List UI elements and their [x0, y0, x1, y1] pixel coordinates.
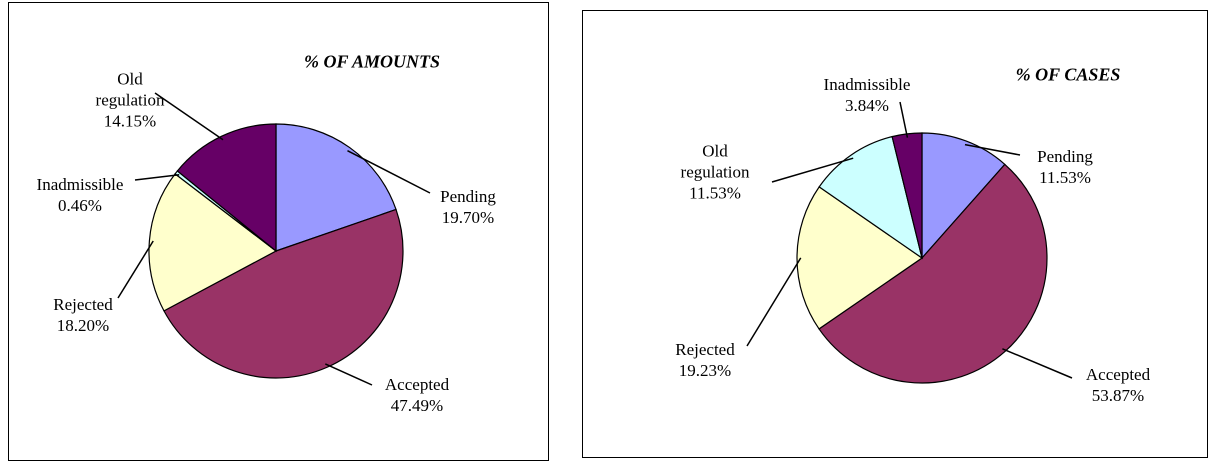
category: Old regulation [680, 141, 750, 182]
chart-frame [582, 10, 1208, 458]
pie-slice [818, 135, 923, 260]
value-label: 11.53% [689, 183, 741, 203]
leader-line [347, 149, 431, 194]
leader-line [154, 92, 224, 141]
category: Old regulation [95, 69, 165, 110]
category: Pending [1037, 147, 1093, 166]
slice-label: Pending 11.53% [1037, 146, 1093, 188]
pie-slice [176, 123, 277, 253]
leader-line [1002, 348, 1073, 379]
slice-label: Accepted 47.49% [385, 374, 449, 416]
pie-slice [796, 186, 924, 330]
value-label: 53.87% [1091, 386, 1145, 405]
category: Accepted [1085, 365, 1151, 384]
category: Inadmissible [823, 75, 911, 94]
slice-label: Inadmissible 3.84% [824, 74, 911, 116]
value-label: 0.46% [58, 196, 102, 215]
slice-label: Old regulation 11.53% [670, 141, 760, 204]
pie-slice [148, 173, 278, 312]
pie-slice [818, 163, 1048, 384]
leader-line [325, 363, 373, 386]
value-label: 18.20% [56, 316, 110, 335]
pie-slice [163, 208, 404, 379]
slice-label: Rejected 19.23% [675, 339, 734, 381]
leader-line [964, 143, 1021, 156]
category: Rejected [675, 340, 735, 359]
value-label: 47.49% [390, 396, 444, 415]
slice-label: Pending 19.70% [440, 186, 496, 228]
chart-frame [8, 2, 549, 461]
slice-label: Rejected 18.20% [53, 294, 112, 336]
leader-line [746, 257, 802, 347]
value-label: 19.70% [441, 208, 495, 227]
category: Accepted [384, 375, 450, 394]
leader-line [771, 157, 854, 183]
chart-title: % OF CASES [1015, 64, 1121, 85]
value-label: 14.15% [103, 111, 157, 131]
category: Inadmissible [36, 175, 124, 194]
value-label: 19.23% [678, 361, 732, 380]
slice-label: Old regulation 14.15% [85, 69, 175, 132]
value-label: 11.53% [1039, 168, 1091, 187]
leader-line [117, 240, 154, 299]
slice-label: Inadmissible 0.46% [37, 174, 124, 216]
pie-slice [921, 132, 1006, 260]
category: Rejected [53, 295, 113, 314]
leader-line [134, 174, 180, 181]
category: Pending [440, 187, 496, 206]
chart-title: % OF AMOUNTS [303, 51, 441, 72]
slice-label: Accepted 53.87% [1086, 364, 1150, 406]
leader-line [899, 101, 909, 138]
value-label: 3.84% [845, 96, 889, 115]
